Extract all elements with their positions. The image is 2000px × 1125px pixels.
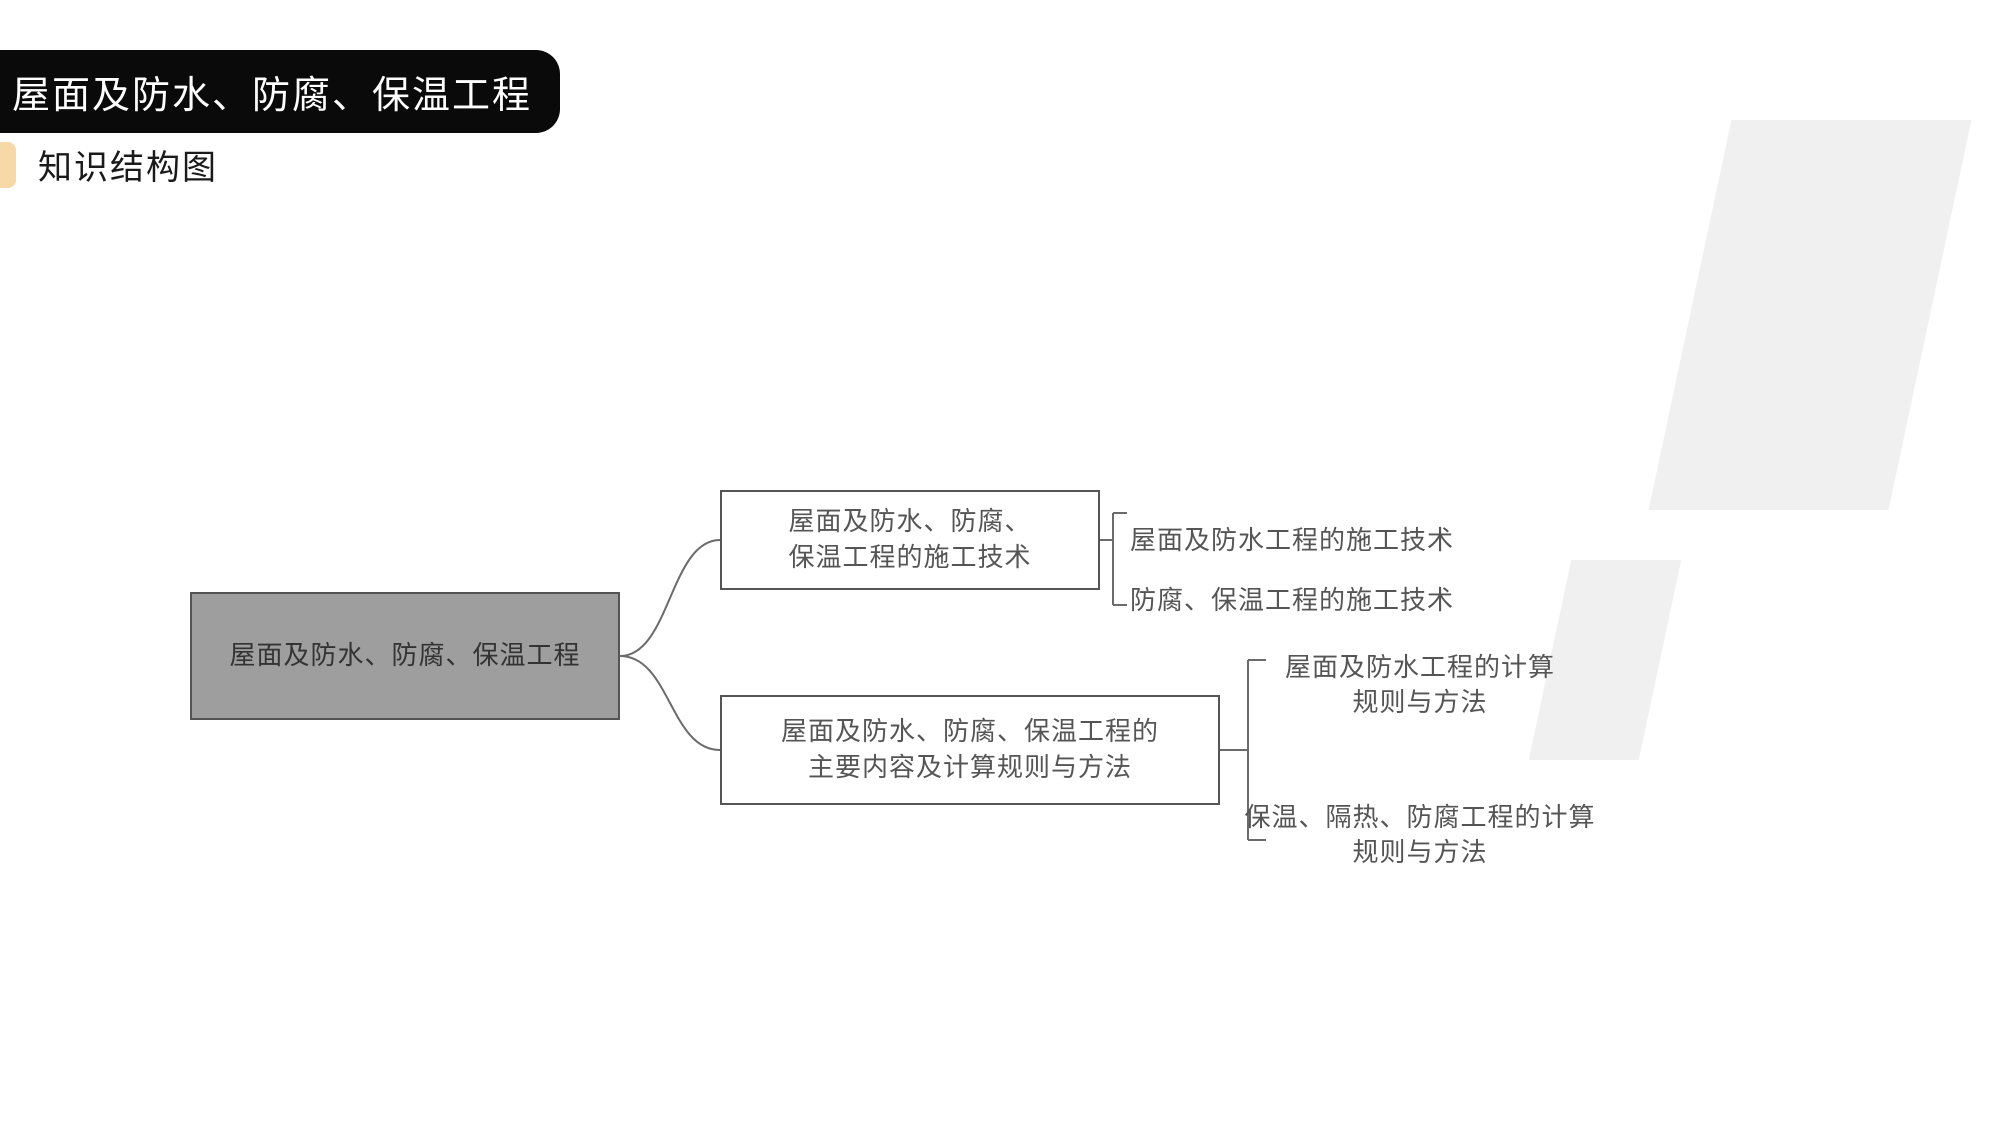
tree-leaf-waterproof-calc: 屋面及防水工程的计算规则与方法: [1220, 650, 1620, 720]
tree-node-construction-tech: 屋面及防水、防腐、保温工程的施工技术: [720, 490, 1100, 590]
tree-leaf-insulation-calc: 保温、隔热、防腐工程的计算规则与方法: [1220, 800, 1620, 870]
tree-node-calc-rules: 屋面及防水、防腐、保温工程的主要内容及计算规则与方法: [720, 695, 1220, 805]
tree-root-node: 屋面及防水、防腐、保温工程: [190, 592, 620, 720]
tree-leaf-anticorrosion-tech: 防腐、保温工程的施工技术: [1130, 583, 1454, 618]
subtitle-row: 知识结构图: [0, 140, 218, 189]
background-shape-1: [1649, 120, 1972, 510]
subtitle-accent: [0, 142, 16, 188]
subtitle-text: 知识结构图: [38, 140, 218, 189]
tree-leaf-waterproof-tech: 屋面及防水工程的施工技术: [1130, 523, 1454, 558]
page-title: 屋面及防水、防腐、保温工程: [0, 50, 560, 133]
